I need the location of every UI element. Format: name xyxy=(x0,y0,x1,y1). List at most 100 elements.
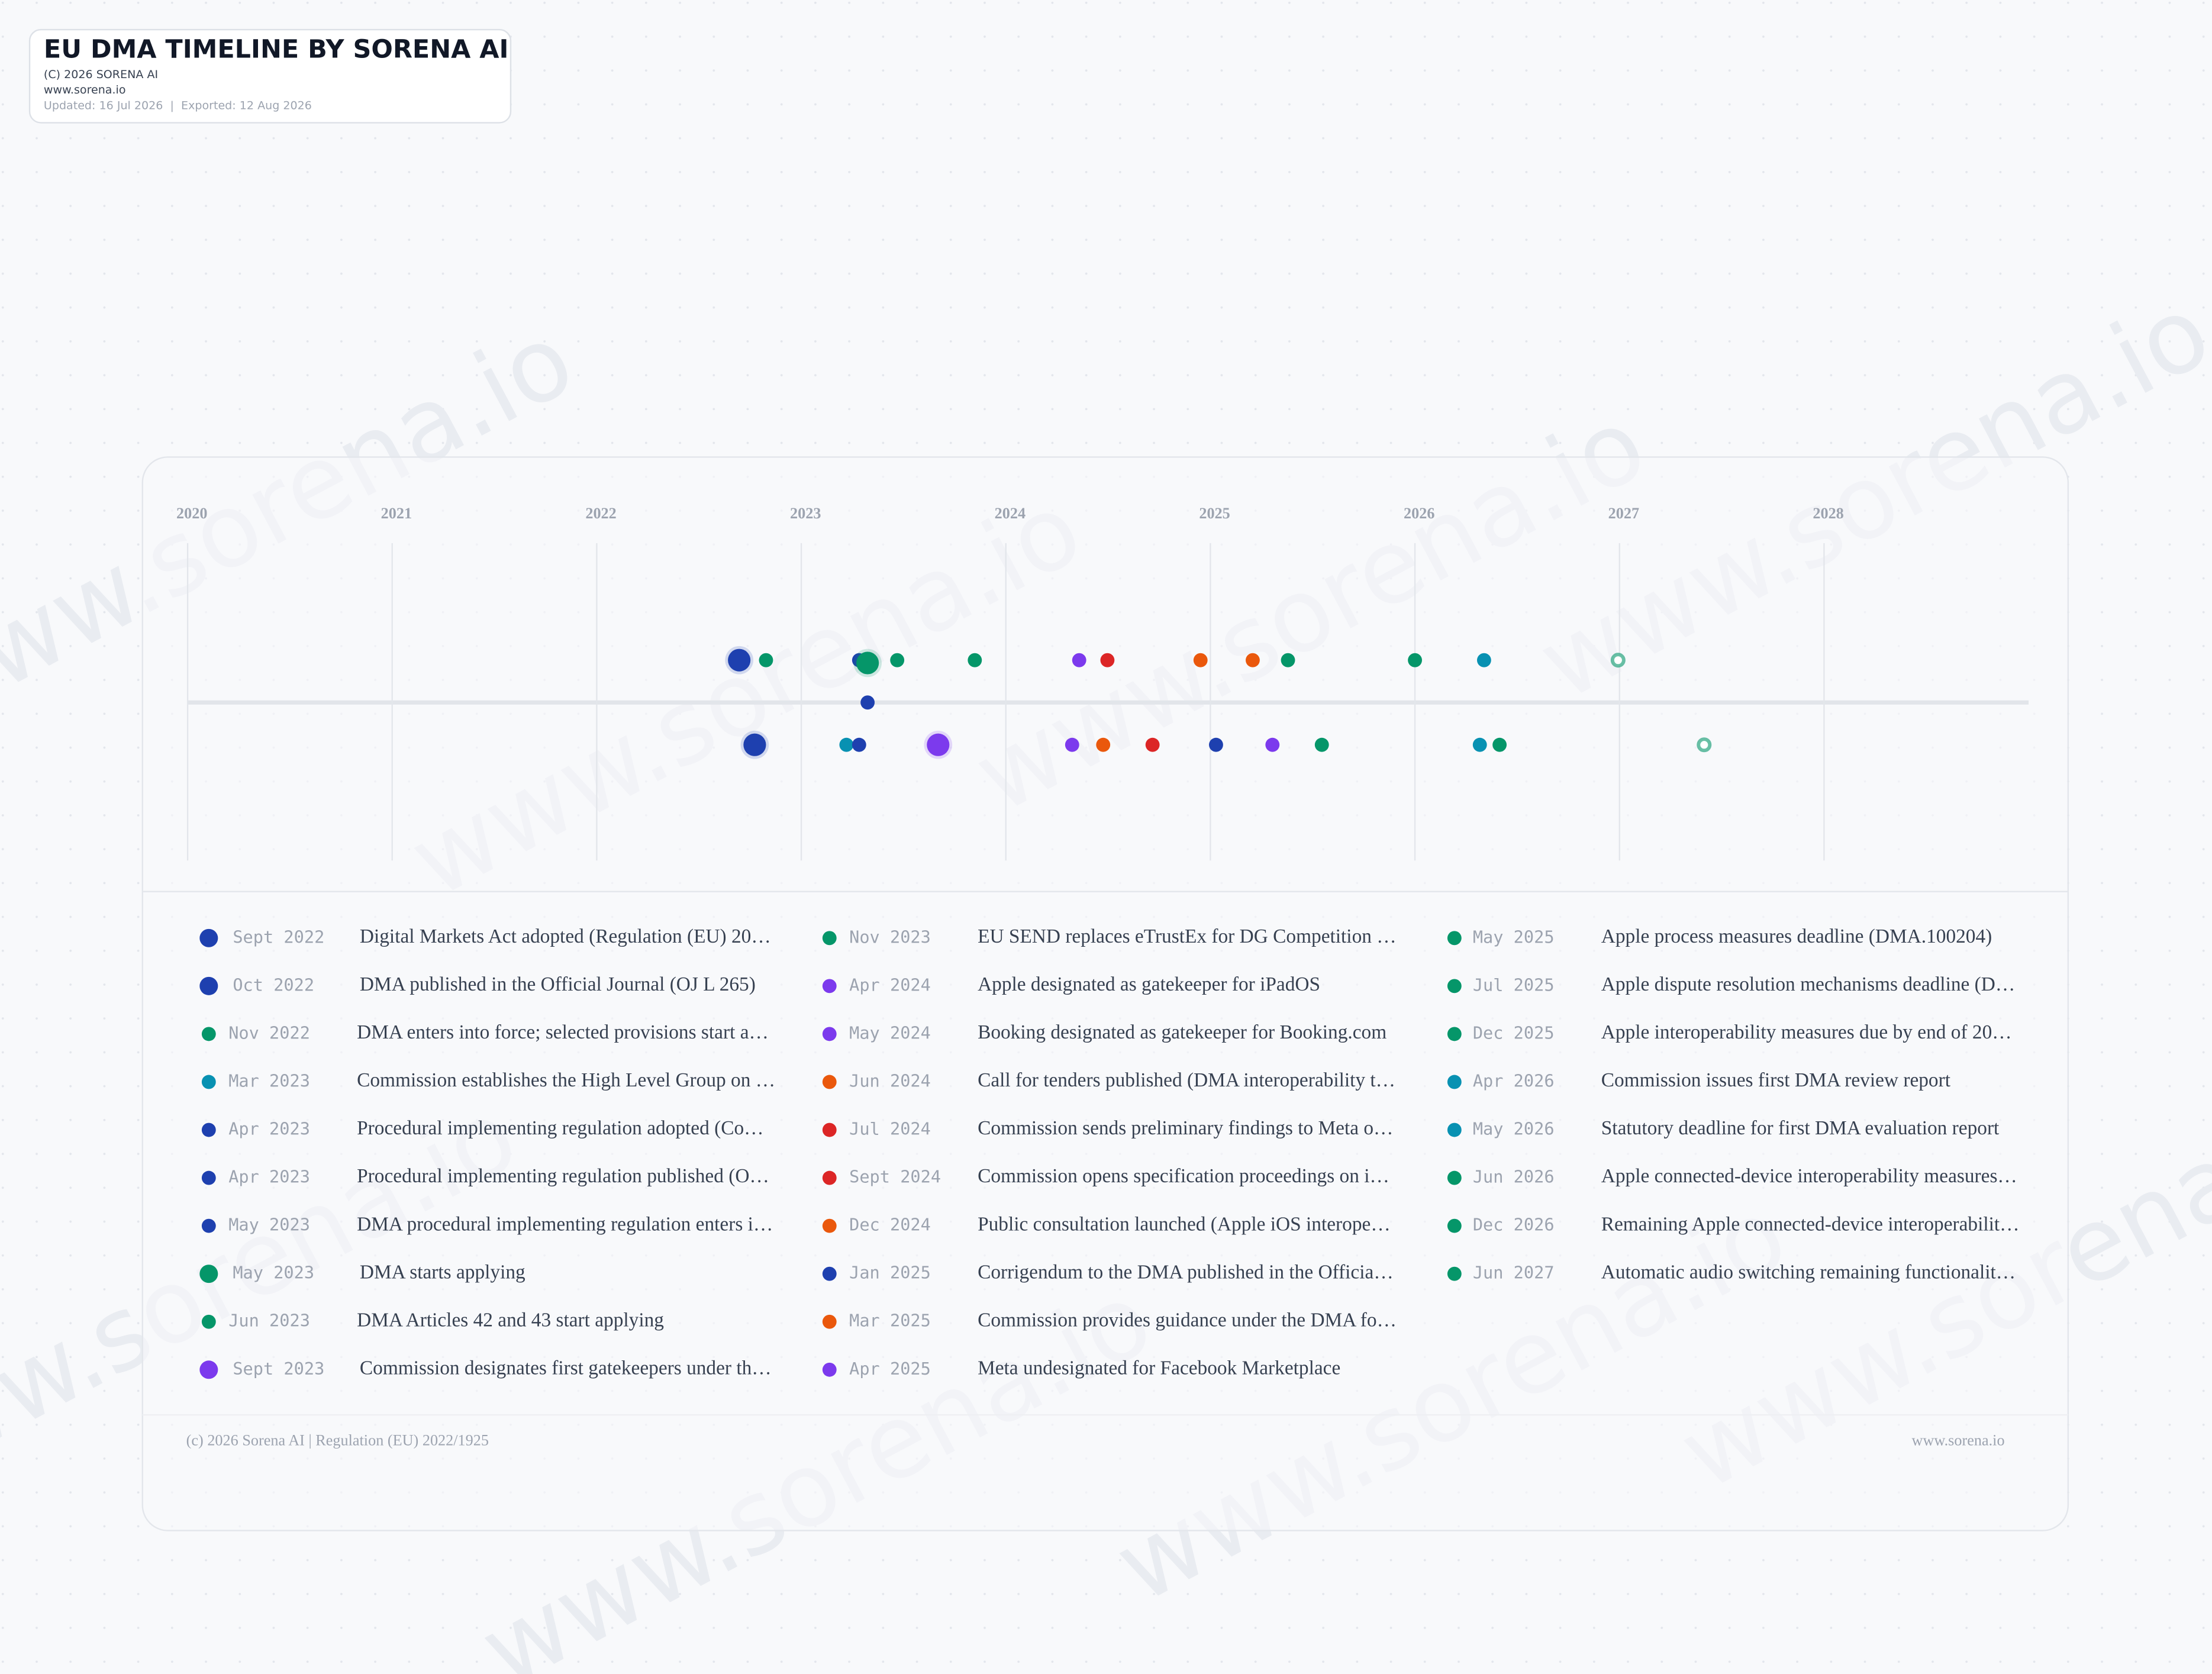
event-date: Apr 2023 xyxy=(228,1167,310,1187)
legend-dot xyxy=(822,1170,837,1185)
footer-right: www.sorena.io xyxy=(1912,1431,2005,1449)
event-dot xyxy=(1193,653,1208,667)
event-label: Commission designates first gatekeepers … xyxy=(360,1357,772,1379)
event-label: Corrigendum to the DMA published in the … xyxy=(978,1261,1394,1283)
event-date: Jun 2023 xyxy=(228,1311,310,1331)
event-label: Apple designated as gatekeeper for iPadO… xyxy=(978,973,1320,995)
legend-dot xyxy=(822,1218,837,1233)
title: EU DMA TIMELINE BY SORENA AI xyxy=(44,34,509,64)
year-label: 2025 xyxy=(1199,505,1230,522)
event-dot xyxy=(743,733,766,756)
legend-dot xyxy=(201,1027,216,1041)
event-label: DMA enters into force; selected provisio… xyxy=(357,1021,769,1043)
legend-dot xyxy=(199,976,218,995)
legend-dot xyxy=(201,1170,216,1185)
event-dot xyxy=(1072,653,1086,667)
event-date: Sept 2022 xyxy=(233,927,324,947)
event-label: Commission issues first DMA review repor… xyxy=(1601,1069,1951,1091)
event-dot xyxy=(1314,737,1329,752)
year-label: 2028 xyxy=(1813,505,1843,522)
legend-dot xyxy=(199,928,218,947)
event-dot xyxy=(852,737,866,752)
event-date: Dec 2024 xyxy=(849,1215,931,1235)
event-dot xyxy=(1492,737,1507,752)
event-date: Apr 2024 xyxy=(849,975,931,995)
event-date: Oct 2022 xyxy=(233,975,314,995)
event-label: Automatic audio switching remaining func… xyxy=(1601,1261,2016,1283)
event-date: Jan 2025 xyxy=(849,1263,931,1283)
event-label: Procedural implementing regulation publi… xyxy=(357,1165,769,1187)
event-dot xyxy=(1697,737,1712,753)
legend-dot xyxy=(822,979,837,994)
event-dot xyxy=(1281,653,1295,667)
website: www.sorena.io xyxy=(44,83,126,96)
event-date: Dec 2026 xyxy=(1473,1215,1555,1235)
copyright: (C) 2026 SORENA AI xyxy=(44,68,158,81)
year-label: 2021 xyxy=(381,505,412,522)
event-dot xyxy=(856,651,879,675)
legend-dot xyxy=(199,1265,218,1283)
legend-dot xyxy=(1447,1027,1462,1041)
event-date: Jul 2024 xyxy=(849,1119,931,1139)
event-dot xyxy=(890,653,905,667)
legend-dot xyxy=(199,1360,218,1379)
year-label: 2020 xyxy=(176,505,207,522)
event-date: May 2023 xyxy=(228,1215,310,1235)
event-date: May 2024 xyxy=(849,1023,931,1043)
event-date: May 2023 xyxy=(233,1263,314,1283)
year-label: 2022 xyxy=(585,505,616,522)
event-dot xyxy=(860,695,875,710)
legend-dot xyxy=(1447,1170,1462,1185)
legend-dot xyxy=(822,1123,837,1137)
event-label: Statutory deadline for first DMA evaluat… xyxy=(1601,1117,2000,1139)
event-label: Commission opens specification proceedin… xyxy=(978,1165,1389,1187)
event-date: Sept 2024 xyxy=(849,1167,941,1187)
event-date: Apr 2025 xyxy=(849,1359,931,1379)
event-dot xyxy=(839,737,854,752)
event-date: Mar 2025 xyxy=(849,1311,931,1331)
event-dot xyxy=(1209,737,1223,752)
event-date: Apr 2023 xyxy=(228,1119,310,1139)
event-dot xyxy=(927,733,950,756)
event-date: Sept 2023 xyxy=(233,1359,324,1379)
year-label: 2026 xyxy=(1404,505,1434,522)
legend-dot xyxy=(822,1027,837,1041)
event-label: Apple connected-device interoperability … xyxy=(1601,1165,2017,1187)
event-dot xyxy=(1408,653,1423,667)
event-dot xyxy=(759,653,773,667)
event-dot xyxy=(1145,737,1160,752)
updated: Updated: 16 Jul 2026 | Exported: 12 Aug … xyxy=(44,99,312,112)
event-label: Apple dispute resolution mechanisms dead… xyxy=(1601,973,2015,995)
year-label: 2023 xyxy=(790,505,821,522)
event-label: DMA Articles 42 and 43 start applying xyxy=(357,1309,664,1331)
legend-dot xyxy=(822,1075,837,1089)
event-date: Nov 2022 xyxy=(228,1023,310,1043)
main-card xyxy=(141,456,2069,1531)
event-date: Nov 2023 xyxy=(849,927,931,947)
event-date: Jul 2025 xyxy=(1473,975,1555,995)
event-date: Jun 2026 xyxy=(1473,1167,1555,1187)
event-dot xyxy=(1610,653,1626,668)
legend-dot xyxy=(1447,1123,1462,1137)
event-label: Apple process measures deadline (DMA.100… xyxy=(1601,925,1992,947)
event-label: DMA starts applying xyxy=(360,1261,525,1283)
legend-dot xyxy=(1447,931,1462,946)
event-label: Commission sends preliminary findings to… xyxy=(978,1117,1393,1139)
event-date: Jun 2024 xyxy=(849,1070,931,1091)
event-label: Meta undesignated for Facebook Marketpla… xyxy=(978,1357,1340,1379)
event-date: May 2025 xyxy=(1473,927,1555,947)
legend-dot xyxy=(1447,1075,1462,1089)
footer-left: (c) 2026 Sorena AI | Regulation (EU) 202… xyxy=(186,1431,489,1449)
event-dot xyxy=(1265,737,1280,752)
legend-dot xyxy=(201,1314,216,1329)
event-dot xyxy=(1476,653,1491,667)
event-dot xyxy=(1472,737,1487,752)
legend-dot xyxy=(822,1314,837,1329)
event-label: EU SEND replaces eTrustEx for DG Competi… xyxy=(978,925,1397,947)
event-label: Remaining Apple connected-device interop… xyxy=(1601,1213,2020,1235)
event-dot xyxy=(1096,737,1111,752)
event-label: Call for tenders published (DMA interope… xyxy=(978,1069,1395,1091)
legend-dot xyxy=(201,1075,216,1089)
